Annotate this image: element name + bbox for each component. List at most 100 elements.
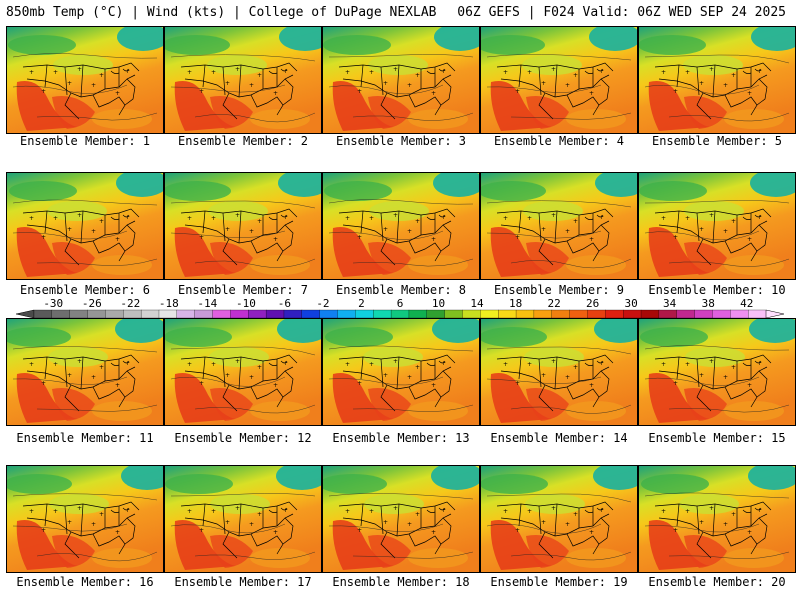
svg-text:+: + (685, 508, 690, 515)
map-title: 850mb Temp (°C) | Wind (kts) | College o… (6, 5, 437, 20)
colorbar-tick-label: 6 (397, 297, 404, 310)
colorbar-swatch (194, 309, 213, 319)
svg-text:+: + (551, 358, 556, 365)
svg-text:+: + (723, 82, 728, 89)
svg-text:+: + (661, 361, 666, 368)
colorbar-tick-label: -30 (43, 297, 63, 310)
svg-text:+: + (503, 69, 508, 76)
model-run-info: 06Z GEFS | F024 Valid: 06Z WED SEP 24 20… (457, 5, 786, 20)
svg-text:+: + (503, 508, 508, 515)
ensemble-member-map: + + + + + + + + + (480, 465, 638, 573)
svg-text:+: + (211, 508, 216, 515)
svg-text:+: + (757, 360, 762, 367)
colorbar-tick-label: 10 (432, 297, 445, 310)
svg-text:+: + (407, 374, 412, 381)
colorbar-swatch (444, 309, 463, 319)
svg-text:+: + (699, 372, 704, 379)
svg-text:+: + (125, 507, 130, 514)
colorbar-swatch (551, 309, 571, 319)
svg-text:+: + (249, 228, 254, 235)
svg-text:+: + (699, 80, 704, 87)
ensemble-member-map: + + + + + + + + + (480, 26, 638, 134)
svg-text:+: + (731, 511, 736, 518)
svg-text:+: + (345, 508, 350, 515)
svg-text:+: + (235, 358, 240, 365)
colorbar-swatch (747, 309, 767, 319)
colorbar-swatch (123, 309, 142, 319)
svg-text:+: + (273, 236, 278, 243)
svg-text:+: + (709, 66, 714, 73)
colorbar-swatch (480, 309, 499, 319)
colorbar-swatch (730, 309, 749, 319)
colorbar-swatch (230, 309, 249, 319)
svg-text:+: + (225, 80, 230, 87)
svg-text:+: + (225, 226, 230, 233)
svg-text:+: + (369, 508, 374, 515)
svg-text:+: + (747, 382, 752, 389)
colorbar-swatch (390, 309, 410, 319)
ensemble-member-label: Ensemble Member: 5 (651, 134, 783, 148)
ensemble-member-label: Ensemble Member: 6 (19, 283, 151, 297)
ensemble-member-label: Ensemble Member: 8 (335, 283, 467, 297)
svg-text:+: + (125, 68, 130, 75)
svg-text:+: + (77, 505, 82, 512)
svg-text:+: + (565, 374, 570, 381)
svg-text:+: + (67, 80, 72, 87)
ensemble-member-map: + + + + + + + + + (164, 318, 322, 426)
svg-text:+: + (99, 72, 104, 79)
ensemble-member-label: Ensemble Member: 14 (490, 431, 628, 445)
colorbar-swatch (373, 309, 392, 319)
svg-text:+: + (357, 88, 362, 95)
colorbar-swatch (319, 309, 338, 319)
svg-text:+: + (199, 88, 204, 95)
colorbar-swatch (408, 309, 428, 319)
svg-text:+: + (383, 372, 388, 379)
ensemble-member-map: + + + + + + + + + (6, 318, 164, 426)
ensemble-member-label: Ensemble Member: 12 (174, 431, 312, 445)
colorbar-swatch (623, 309, 642, 319)
svg-text:+: + (709, 505, 714, 512)
svg-text:+: + (573, 72, 578, 79)
colorbar-tick-label: -10 (236, 297, 256, 310)
colorbar-swatch (605, 309, 624, 319)
svg-text:+: + (99, 218, 104, 225)
colorbar-swatch (140, 309, 160, 319)
svg-text:+: + (551, 66, 556, 73)
svg-text:+: + (99, 511, 104, 518)
svg-text:+: + (115, 90, 120, 97)
svg-text:+: + (393, 66, 398, 73)
svg-text:+: + (747, 90, 752, 97)
svg-text:+: + (357, 234, 362, 241)
svg-text:+: + (407, 82, 412, 89)
svg-text:+: + (573, 364, 578, 371)
svg-text:+: + (441, 68, 446, 75)
colorbar-swatch (265, 309, 285, 319)
colorbar-swatch (212, 309, 231, 319)
svg-text:+: + (573, 511, 578, 518)
svg-text:+: + (599, 68, 604, 75)
colorbar-swatch (640, 309, 660, 319)
svg-text:+: + (551, 212, 556, 219)
svg-text:+: + (77, 212, 82, 219)
colorbar-swatch (426, 309, 446, 319)
svg-text:+: + (599, 360, 604, 367)
colorbar-tick-label: -6 (278, 297, 291, 310)
ensemble-member-map: + + + + + + + + + (164, 172, 322, 280)
colorbar-tick-label: -26 (82, 297, 102, 310)
svg-text:+: + (673, 380, 678, 387)
svg-text:+: + (541, 80, 546, 87)
colorbar-swatch (533, 309, 553, 319)
svg-text:+: + (699, 226, 704, 233)
colorbar-swatch (712, 309, 731, 319)
ensemble-member-map: + + + + + + + + + (480, 172, 638, 280)
ensemble-member-map: + + + + + + + + + (638, 465, 796, 573)
svg-text:+: + (431, 236, 436, 243)
svg-text:+: + (731, 72, 736, 79)
colorbar-swatch (515, 309, 535, 319)
ensemble-member-label: Ensemble Member: 20 (648, 575, 786, 589)
svg-text:+: + (515, 88, 520, 95)
ensemble-member-label: Ensemble Member: 17 (174, 575, 312, 589)
svg-text:+: + (29, 508, 34, 515)
svg-text:+: + (731, 218, 736, 225)
svg-text:+: + (283, 214, 288, 221)
